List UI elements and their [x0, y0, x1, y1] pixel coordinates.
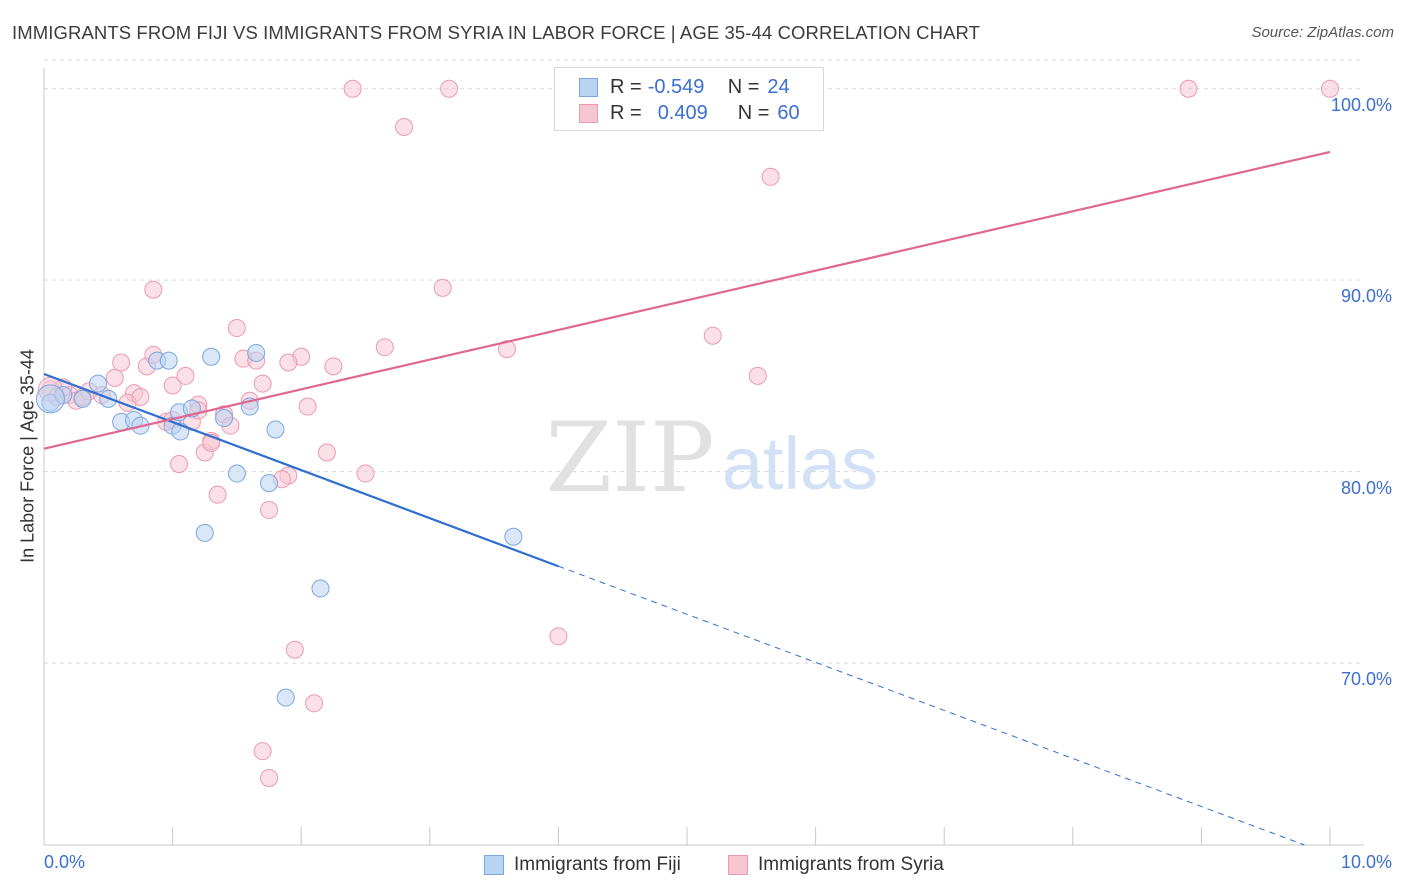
y-axis-label: In Labor Force | Age 35-44	[17, 349, 38, 563]
correlation-legend: R = -0.549 N = 24 R = 0.409 N = 60	[554, 67, 824, 131]
y-tick-label: 80.0%	[1340, 477, 1392, 498]
fiji-point	[215, 409, 234, 428]
syria-legend-swatch	[728, 855, 748, 875]
syria-point	[105, 368, 124, 387]
syria-point	[176, 366, 195, 385]
x-tick-max: 10.0%	[1340, 852, 1392, 872]
syria-r-value: 0.409	[657, 101, 708, 124]
syria-swatch	[579, 103, 598, 123]
watermark: ZIP atlas	[545, 402, 878, 514]
syria-point	[440, 79, 459, 98]
syria-point	[317, 443, 336, 462]
legend-row-fiji: R = -0.549 N = 24	[579, 75, 790, 99]
fiji-point	[89, 374, 108, 393]
syria-point	[208, 485, 227, 504]
syria-point	[227, 319, 246, 338]
syria-point	[1179, 79, 1198, 98]
y-tick-label: 100.0%	[1330, 94, 1392, 115]
fiji-point	[202, 347, 221, 366]
watermark-zip: ZIP	[545, 402, 714, 514]
r-label: R =	[610, 101, 642, 124]
syria-point	[253, 742, 272, 761]
fiji-point	[260, 474, 279, 493]
fiji-point	[247, 343, 266, 362]
syria-point	[298, 397, 317, 416]
fiji-n-value: 24	[767, 75, 790, 98]
fiji-point	[159, 351, 178, 370]
syria-point	[748, 366, 767, 385]
syria-point	[260, 768, 279, 787]
fiji-point	[195, 523, 214, 542]
fiji-r-value: -0.549	[647, 75, 705, 98]
y-tick-label: 70.0%	[1340, 669, 1392, 690]
legend-item-syria[interactable]: Immigrants from Syria	[728, 852, 944, 878]
syria-point	[279, 353, 298, 372]
fiji-legend-swatch	[484, 855, 504, 875]
legend-row-syria: R = 0.409 N = 60	[579, 101, 800, 125]
syria-point	[375, 338, 394, 357]
syria-point	[343, 79, 362, 98]
axes	[43, 68, 1364, 846]
fiji-point	[266, 420, 285, 439]
syria-point	[260, 500, 279, 519]
syria-point	[433, 278, 452, 297]
syria-point	[144, 280, 163, 299]
syria-point	[549, 627, 568, 646]
syria-point	[131, 387, 150, 406]
syria-trend-line	[43, 150, 1331, 450]
syria-point	[1321, 79, 1339, 98]
syria-point	[112, 353, 131, 372]
fiji-swatch	[579, 77, 598, 97]
fiji-trend-line	[43, 372, 559, 568]
fiji-point	[276, 688, 295, 707]
legend-item-fiji[interactable]: Immigrants from Fiji	[484, 852, 681, 878]
watermark-atlas: atlas	[722, 422, 878, 505]
fiji-point	[311, 579, 330, 598]
syria-point	[395, 118, 414, 137]
chart-title: IMMIGRANTS FROM FIJI VS IMMIGRANTS FROM …	[12, 22, 981, 43]
syria-n-value: 60	[777, 101, 800, 124]
syria-point	[703, 326, 722, 345]
syria-point	[285, 640, 304, 659]
source-label: Source: ZipAtlas.com	[1251, 24, 1394, 41]
n-label: N =	[737, 101, 770, 124]
syria-point	[497, 340, 516, 359]
syria-point	[761, 167, 780, 186]
fiji-point	[504, 527, 523, 546]
fiji-legend-label: Immigrants from Fiji	[514, 854, 681, 875]
syria-legend-label: Immigrants from Syria	[758, 854, 944, 875]
y-tick-label: 90.0%	[1340, 286, 1392, 307]
fiji-trend-extension	[558, 565, 1305, 846]
syria-point	[170, 454, 189, 473]
x-tick-min: 0.0%	[44, 852, 86, 872]
grid-lines	[44, 59, 1364, 664]
syria-point	[324, 357, 343, 376]
fiji-point	[73, 389, 92, 408]
syria-point	[253, 374, 272, 393]
r-label: R =	[610, 75, 642, 98]
fiji-point	[227, 464, 246, 483]
fiji-point-cluster	[35, 384, 65, 414]
syria-point	[305, 694, 324, 713]
syria-point	[163, 376, 182, 395]
trend-lines	[43, 150, 1331, 846]
n-label: N =	[727, 75, 760, 98]
syria-point	[356, 464, 375, 483]
